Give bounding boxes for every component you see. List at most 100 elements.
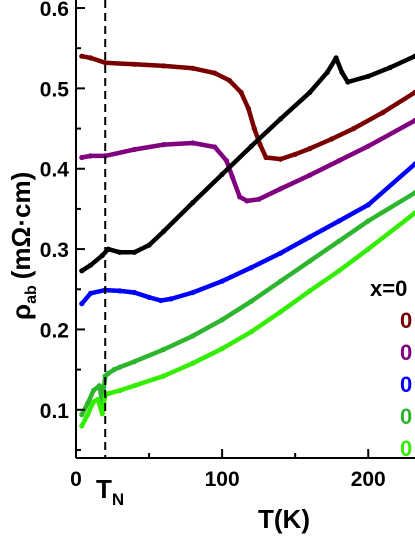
data-point bbox=[365, 143, 371, 149]
data-point bbox=[238, 89, 244, 95]
data-point bbox=[412, 161, 415, 167]
data-point bbox=[131, 289, 137, 296]
data-point bbox=[257, 142, 263, 148]
data-point bbox=[79, 154, 85, 161]
data-point bbox=[96, 383, 102, 389]
data-point bbox=[90, 387, 97, 394]
data-point bbox=[190, 199, 196, 206]
data-point bbox=[237, 194, 243, 200]
data-point bbox=[158, 297, 164, 304]
data-point bbox=[307, 89, 313, 95]
data-point bbox=[278, 250, 284, 256]
data-point bbox=[339, 69, 345, 75]
data-point bbox=[251, 126, 257, 132]
data-point bbox=[336, 158, 342, 164]
series-line bbox=[79, 161, 415, 306]
legend-title: x=0 bbox=[370, 276, 407, 301]
data-point bbox=[223, 158, 230, 164]
data-point bbox=[219, 278, 225, 284]
data-point bbox=[412, 117, 415, 124]
y-tick-label: 0.4 bbox=[40, 159, 70, 182]
legend-entry: 0 bbox=[400, 436, 412, 461]
data-point bbox=[329, 136, 335, 142]
data-point bbox=[212, 70, 218, 76]
data-point bbox=[161, 63, 167, 69]
data-point bbox=[95, 396, 101, 402]
y-tick-label: 0.1 bbox=[40, 400, 70, 423]
data-point bbox=[88, 262, 94, 268]
data-point bbox=[146, 294, 152, 300]
data-point bbox=[387, 64, 393, 71]
y-tick-label: 0.3 bbox=[40, 239, 69, 262]
data-point bbox=[412, 89, 415, 95]
y-tick-label: 0.2 bbox=[40, 319, 69, 342]
data-point bbox=[102, 153, 108, 159]
data-point bbox=[292, 151, 298, 157]
y-axis-title: ρab(mΩ·cm) bbox=[6, 172, 40, 320]
data-point bbox=[102, 60, 108, 66]
data-point bbox=[212, 144, 218, 150]
legend-entry: 0 bbox=[400, 308, 412, 333]
data-point bbox=[131, 383, 137, 389]
data-point bbox=[412, 190, 415, 196]
data-point bbox=[307, 146, 313, 152]
data-point bbox=[105, 371, 111, 377]
data-point bbox=[79, 268, 85, 274]
x-axis-title: T(K) bbox=[258, 504, 310, 534]
data-point bbox=[88, 290, 94, 296]
data-point bbox=[79, 53, 85, 59]
data-point bbox=[278, 278, 284, 284]
data-point bbox=[85, 412, 91, 418]
data-point bbox=[245, 105, 251, 112]
y-tick-label: 0.6 bbox=[40, 0, 69, 21]
data-point bbox=[190, 360, 196, 366]
data-point bbox=[278, 156, 284, 162]
data-point bbox=[117, 249, 123, 255]
data-point bbox=[278, 309, 284, 315]
data-point bbox=[131, 249, 137, 255]
data-point bbox=[324, 69, 330, 75]
data-point bbox=[79, 412, 85, 418]
series-layer bbox=[79, 53, 415, 429]
data-point bbox=[79, 301, 85, 307]
data-point bbox=[278, 186, 284, 192]
data-point bbox=[105, 246, 111, 252]
legend-entry: 0 bbox=[400, 340, 412, 365]
data-point bbox=[307, 288, 313, 294]
data-point bbox=[90, 399, 97, 405]
data-point bbox=[412, 210, 415, 216]
series-line bbox=[79, 53, 415, 162]
data-point bbox=[307, 172, 313, 178]
data-point bbox=[307, 234, 313, 240]
data-point bbox=[85, 400, 91, 406]
tn-label: TN bbox=[96, 474, 124, 509]
data-point bbox=[365, 218, 371, 224]
data-point bbox=[190, 140, 196, 146]
data-point bbox=[248, 265, 254, 271]
data-point bbox=[256, 196, 262, 202]
legend: x=0 0 0 0 0 0 bbox=[370, 276, 412, 461]
data-point bbox=[365, 202, 371, 208]
data-point bbox=[161, 346, 167, 353]
data-point bbox=[248, 298, 254, 304]
y-tick-label: 0.5 bbox=[40, 78, 70, 101]
data-point bbox=[190, 65, 196, 71]
data-point bbox=[229, 174, 235, 180]
data-point bbox=[146, 242, 152, 248]
series-line bbox=[79, 210, 415, 429]
data-point bbox=[412, 53, 415, 59]
data-point bbox=[219, 346, 225, 352]
data-point bbox=[380, 109, 386, 116]
data-point bbox=[99, 411, 105, 417]
data-point bbox=[365, 73, 371, 79]
data-point bbox=[244, 198, 250, 204]
data-point bbox=[248, 143, 254, 149]
series-line bbox=[79, 118, 415, 204]
data-point bbox=[117, 288, 123, 294]
series-line bbox=[79, 190, 415, 417]
axis-layer: 0 100 200 0.1 0.2 0.3 0.4 0.5 0.6 bbox=[40, 0, 415, 491]
data-point bbox=[111, 367, 117, 373]
data-point bbox=[345, 79, 351, 85]
data-point bbox=[117, 364, 123, 370]
